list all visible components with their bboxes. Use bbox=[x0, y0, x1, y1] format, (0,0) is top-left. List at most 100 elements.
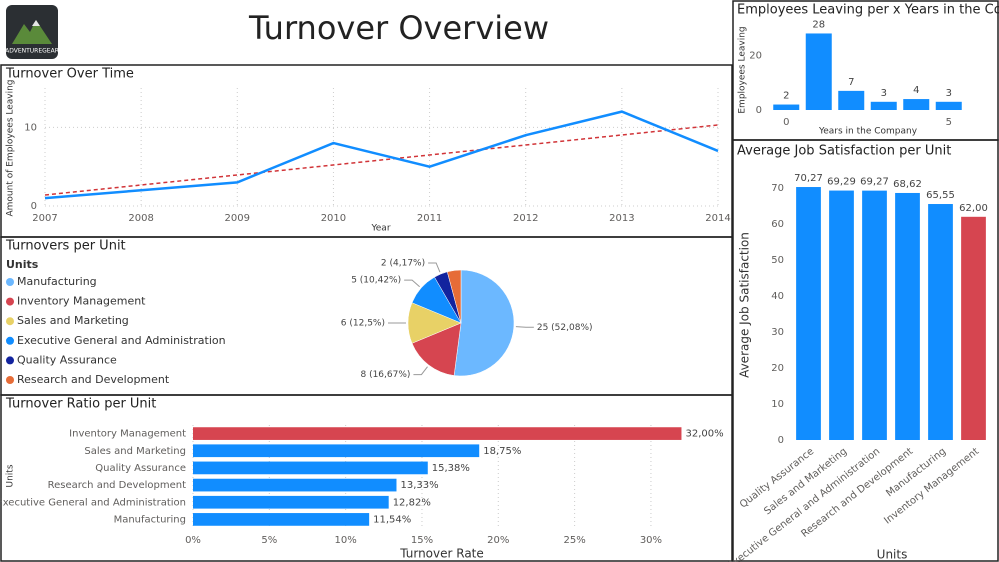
y-tick-label: 40 bbox=[771, 291, 784, 302]
legend-label: Executive General and Administration bbox=[17, 334, 226, 347]
x-tick-label: 5% bbox=[261, 535, 277, 546]
x-axis-label: Turnover Rate bbox=[399, 547, 484, 561]
pie-slice bbox=[453, 269, 515, 377]
bar bbox=[829, 190, 854, 440]
x-tick-label: 2014 bbox=[705, 213, 730, 224]
y-tick-label: 10 bbox=[771, 399, 784, 410]
data-label: 6 (12,5%) bbox=[341, 319, 385, 329]
legend-title: Units bbox=[6, 258, 39, 271]
x-tick-label: 2011 bbox=[417, 213, 442, 224]
x-tick-label: 2013 bbox=[609, 213, 634, 224]
chart-title: Employees Leaving per x Years in the Com… bbox=[737, 3, 999, 18]
bar bbox=[838, 90, 865, 110]
data-label: 2 bbox=[783, 91, 789, 102]
y-axis-label: Employees Leaving bbox=[738, 26, 748, 113]
x-tick-label: 25% bbox=[564, 535, 586, 546]
x-tick-label: 30% bbox=[640, 535, 662, 546]
y-tick-label: 0 bbox=[756, 105, 762, 116]
trend-line bbox=[44, 124, 719, 196]
bar bbox=[895, 192, 920, 440]
bar bbox=[928, 204, 953, 440]
data-label: 8 (16,67%) bbox=[360, 370, 410, 380]
y-tick-label: 0 bbox=[778, 435, 784, 446]
data-label: 12,82% bbox=[393, 497, 431, 508]
page-title: Turnover Overview bbox=[248, 9, 549, 47]
bar bbox=[193, 513, 370, 526]
data-label: 5 (10,42%) bbox=[351, 276, 401, 286]
data-label: 28 bbox=[812, 19, 825, 30]
y-tick-label: 10 bbox=[24, 122, 37, 133]
y-tick-label: 20 bbox=[771, 363, 784, 374]
legend-label: Sales and Marketing bbox=[17, 314, 129, 327]
legend-marker bbox=[6, 317, 14, 326]
leader-line bbox=[515, 326, 534, 328]
legend-label: Manufacturing bbox=[17, 275, 97, 288]
data-label: 65,55 bbox=[926, 190, 955, 201]
legend-label: Research and Development bbox=[17, 373, 170, 386]
data-label: 25 (52,08%) bbox=[537, 323, 593, 333]
bar bbox=[903, 99, 930, 110]
y-tick-label: Executive General and Administration bbox=[0, 497, 186, 508]
data-label: 7 bbox=[848, 77, 854, 88]
bar bbox=[796, 187, 821, 440]
y-axis-label: Units bbox=[6, 464, 16, 487]
y-tick-label: Research and Development bbox=[48, 480, 186, 491]
bar bbox=[805, 33, 832, 110]
data-label: 70,27 bbox=[794, 173, 823, 184]
x-tick-label: 10% bbox=[335, 535, 357, 546]
x-tick-label: 2010 bbox=[321, 213, 346, 224]
bar bbox=[870, 101, 897, 110]
data-label: 2 (4,17%) bbox=[381, 258, 425, 268]
bar bbox=[773, 104, 800, 110]
x-tick-label: 15% bbox=[411, 535, 433, 546]
data-label: 15,38% bbox=[432, 463, 470, 474]
data-label: 69,27 bbox=[860, 177, 889, 188]
data-label: 18,75% bbox=[483, 446, 521, 457]
logo-text: ADVENTUREGEAR bbox=[5, 48, 59, 55]
leader-line bbox=[413, 366, 428, 376]
data-label: 13,33% bbox=[400, 480, 438, 491]
chart-title: Turnover Ratio per Unit bbox=[5, 397, 156, 412]
legend-marker bbox=[6, 297, 14, 306]
legend-label: Inventory Management bbox=[17, 295, 146, 308]
bar bbox=[193, 461, 428, 475]
panel bbox=[0, 394, 733, 562]
bar bbox=[193, 444, 480, 458]
panel bbox=[732, 139, 999, 562]
x-tick-label: 5 bbox=[946, 117, 952, 128]
legend-marker bbox=[6, 336, 14, 345]
data-label: 3 bbox=[881, 88, 887, 99]
x-axis-label: Years in the Company bbox=[818, 127, 918, 137]
y-axis-label: Average Job Satisfaction bbox=[738, 232, 752, 378]
y-axis-label: Amount of Employees Leaving bbox=[6, 79, 16, 216]
x-axis-label: Year bbox=[370, 224, 390, 234]
legend-marker bbox=[6, 356, 14, 365]
bar bbox=[193, 427, 682, 440]
bar bbox=[862, 190, 887, 440]
y-tick-label: 0 bbox=[31, 201, 37, 212]
y-tick-label: 30 bbox=[771, 327, 784, 338]
leader-line bbox=[428, 262, 441, 273]
pie-slice bbox=[411, 322, 462, 376]
y-tick-label: Quality Assurance bbox=[95, 463, 186, 474]
y-tick-label: Manufacturing bbox=[114, 514, 186, 525]
data-label: 68,62 bbox=[893, 179, 922, 190]
chart-title: Turnover Over Time bbox=[5, 67, 134, 82]
y-tick-label: Sales and Marketing bbox=[84, 446, 186, 457]
x-tick-label: 20% bbox=[487, 535, 509, 546]
logo: ADVENTUREGEAR bbox=[5, 5, 59, 59]
y-tick-label: Inventory Management bbox=[69, 429, 186, 440]
x-tick-label: 2008 bbox=[128, 213, 153, 224]
x-tick-label: 2007 bbox=[32, 213, 57, 224]
x-tick-label: 0% bbox=[185, 535, 201, 546]
data-label: 32,00% bbox=[685, 429, 723, 440]
chart-title: Average Job Satisfaction per Unit bbox=[737, 144, 951, 159]
bar bbox=[193, 478, 397, 492]
data-label: 69,29 bbox=[827, 177, 856, 188]
x-tick-label: 0 bbox=[783, 117, 789, 128]
y-tick-label: 50 bbox=[771, 255, 784, 266]
x-tick-label: 2012 bbox=[513, 213, 538, 224]
legend-marker bbox=[6, 376, 14, 384]
y-tick-label: 60 bbox=[771, 219, 784, 230]
